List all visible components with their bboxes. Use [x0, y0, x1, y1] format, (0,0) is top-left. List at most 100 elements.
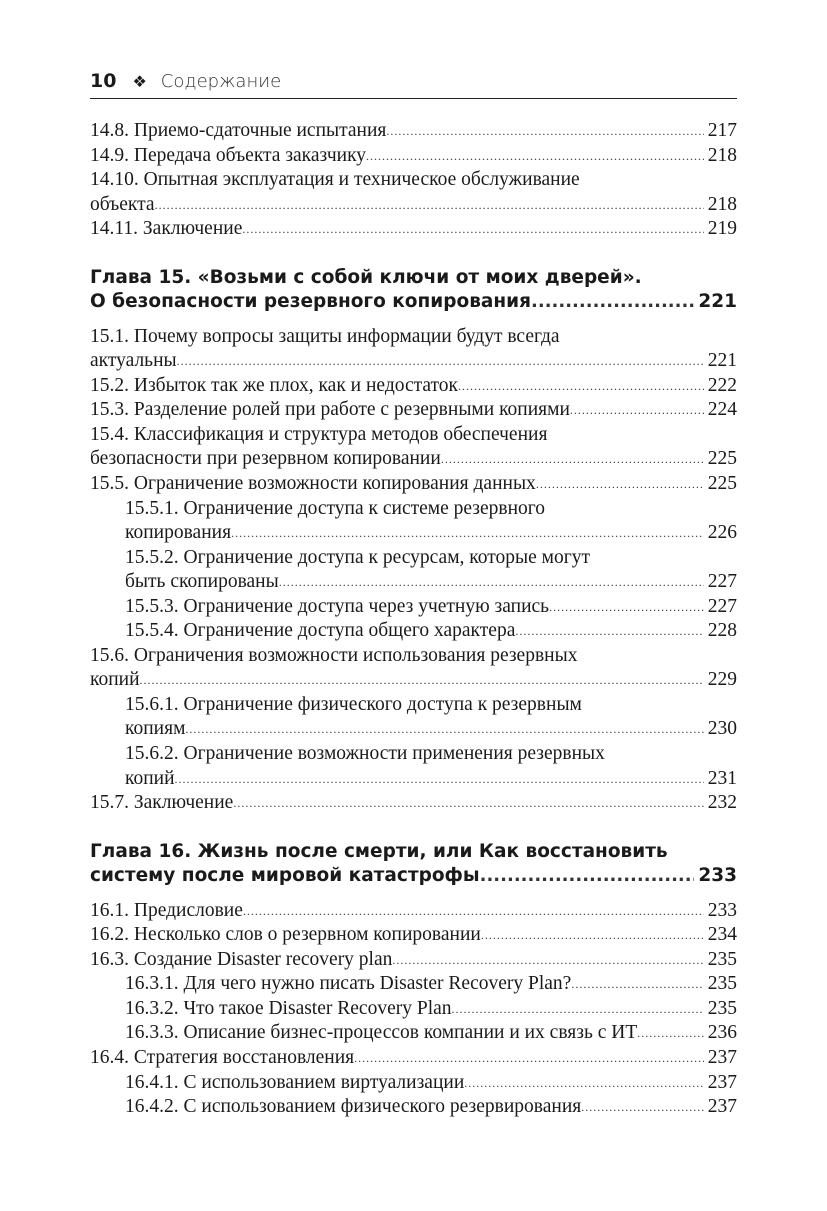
entry-leader-line: копий 231 — [90, 767, 737, 792]
dot-leader — [175, 767, 704, 792]
dot-leader — [481, 923, 704, 948]
dot-leader — [242, 217, 703, 242]
entry-leader-line: 15.5.4. Ограничение доступа общего харак… — [90, 619, 737, 644]
dot-leader — [392, 948, 703, 973]
toc-entry[interactable]: 16.3.3. Описание бизнес-процессов компан… — [90, 1021, 737, 1046]
entry-leader-line: копирования 226 — [90, 521, 737, 546]
entry-page-number: 235 — [707, 973, 737, 995]
toc-entry[interactable]: 15.5.2. Ограничение доступа к ресурсам, … — [90, 546, 737, 595]
entry-leader-line: копиям 230 — [90, 717, 737, 742]
entry-title-line: 15.5.1. Ограничение доступа к системе ре… — [125, 497, 546, 519]
toc-entry[interactable]: 15.3. Разделение ролей при работе с резе… — [90, 398, 737, 423]
entry-title: копирования — [125, 522, 232, 544]
toc-entry[interactable]: 16.3.1. Для чего нужно писать Disaster R… — [90, 972, 737, 997]
toc-entry[interactable]: 16.4.1. С использованием виртуализации 23… — [90, 1071, 737, 1096]
dot-leader — [464, 1071, 703, 1096]
entry-page-number: 228 — [707, 620, 737, 642]
table-of-contents: 14.8. Приемо-сдаточные испытания 217 14.9.… — [90, 119, 737, 1120]
dot-leader — [354, 1046, 704, 1071]
toc-entry[interactable]: 15.6.2. Ограничение возможности применен… — [90, 742, 737, 791]
entry-page-number: 227 — [707, 571, 737, 593]
entry-page-number: 227 — [707, 595, 737, 617]
entry-page-number: 221 — [707, 350, 737, 372]
entry-page-number: 230 — [707, 718, 737, 740]
entry-leader-line: 14.11. Заключение 219 — [90, 217, 737, 242]
toc-entry[interactable]: 15.5.4. Ограничение доступа общего харак… — [90, 619, 737, 644]
entry-page-number: 233 — [707, 899, 737, 921]
entry-leader-line: быть скопированы 227 — [90, 570, 737, 595]
entry-title: О безопасности резервного копирования — [90, 291, 532, 313]
entry-title-line: 15.1. Почему вопросы защиты информации б… — [90, 325, 560, 347]
entry-page-number: 224 — [707, 399, 737, 421]
toc-entry[interactable]: 15.2. Избыток так же плох, как и недоста… — [90, 374, 737, 399]
toc-entry[interactable]: 15.1. Почему вопросы защиты информации б… — [90, 325, 737, 374]
book-page: 10 ❖ Содержание 14.8. Приемо-сдаточные и… — [90, 70, 737, 1120]
toc-entry[interactable]: 15.5.3. Ограничение доступа через учетну… — [90, 595, 737, 620]
toc-entry[interactable]: 15.7. Заключение 232 — [90, 791, 737, 816]
toc-entry[interactable]: 15.5. Ограничение возможности копировани… — [90, 472, 737, 497]
entry-title: 16.3. Создание Disaster recovery plan — [90, 948, 393, 970]
toc-entry[interactable]: 16.3. Создание Disaster recovery plan 235 — [90, 948, 737, 973]
entry-title: систему после мировой катастрофы — [90, 865, 480, 887]
dot-leader — [571, 972, 703, 997]
toc-entry[interactable]: 15.6. Ограничения возможности использова… — [90, 644, 737, 693]
toc-entry[interactable]: 16.3.2. Что такое Disaster Recovery Plan… — [90, 997, 737, 1022]
entry-title-line: 15.4. Классификация и структура методов … — [90, 423, 548, 445]
toc-entry[interactable]: 14.9. Передача объекта заказчику 218 — [90, 144, 737, 169]
chapter-heading: Глава 15. «Возьми с собой ключи от моих … — [90, 266, 737, 315]
entry-title: копий — [90, 669, 140, 691]
dot-leader — [233, 791, 703, 816]
entry-leader-line: 15.5. Ограничение возможности копировани… — [90, 472, 737, 497]
toc-entry[interactable]: 14.8. Приемо-сдаточные испытания 217 — [90, 119, 737, 144]
entry-title-line: Глава 16. Жизнь после смерти, или Как во… — [90, 840, 668, 862]
toc-entry[interactable]: 16.2. Несколько слов о резервном копиров… — [90, 923, 737, 948]
toc-entry[interactable]: 15.5.1. Ограничение доступа к системе ре… — [90, 497, 737, 546]
entry-title: 14.9. Передача объекта заказчику — [90, 144, 367, 166]
toc-entry[interactable]: 15.4. Классификация и структура методов … — [90, 423, 737, 472]
entry-page-number: 234 — [707, 924, 737, 946]
dot-leader — [531, 290, 694, 315]
toc-entry[interactable]: 16.4.2. С использованием физического рез… — [90, 1095, 737, 1120]
dot-leader — [452, 997, 704, 1022]
entry-title-line: 15.5.2. Ограничение доступа к ресурсам, … — [125, 546, 591, 568]
running-header: 10 ❖ Содержание — [90, 70, 737, 99]
ornament-icon: ❖ — [132, 72, 147, 91]
entry-page-number: 221 — [698, 291, 737, 313]
entry-leader-line: 16.2. Несколько слов о резервном копиров… — [90, 923, 737, 948]
entry-title: 15.5.4. Ограничение доступа общего харак… — [125, 620, 516, 642]
entry-leader-line: систему после мировой катастрофы 233 — [90, 864, 737, 889]
entry-page-number: 233 — [698, 865, 737, 887]
entry-page-number: 232 — [707, 792, 737, 814]
entry-leader-line: 16.3.2. Что такое Disaster Recovery Plan… — [90, 997, 737, 1022]
entry-title-line: 15.6.1. Ограничение физического доступа … — [125, 693, 582, 715]
dot-leader — [231, 521, 704, 546]
entry-title: объекта — [90, 193, 155, 215]
toc-entry[interactable]: 14.11. Заключение 219 — [90, 217, 737, 242]
entry-title: 16.4.2. С использованием физического рез… — [125, 1096, 582, 1118]
entry-page-number: 218 — [707, 193, 737, 215]
dot-leader — [386, 119, 703, 144]
toc-entry[interactable]: 14.10. Опытная эксплуатация и техническо… — [90, 168, 737, 217]
entry-leader-line: О безопасности резервного копирования 221 — [90, 290, 737, 315]
toc-entry[interactable]: 16.1. Предисловие 233 — [90, 899, 737, 924]
toc-entry[interactable]: 15.6.1. Ограничение физического доступа … — [90, 693, 737, 742]
entry-title: быть скопированы — [125, 571, 279, 593]
entry-page-number: 236 — [707, 1022, 737, 1044]
toc-entry[interactable]: 16.4. Стратегия восстановления 237 — [90, 1046, 737, 1071]
dot-leader — [177, 349, 704, 374]
entry-leader-line: безопасности при резервном копировании 22… — [90, 447, 737, 472]
entry-title: актуальны — [90, 350, 177, 372]
entry-title: 16.1. Предисловие — [90, 899, 243, 921]
entry-page-number: 225 — [707, 448, 737, 470]
dot-leader — [185, 717, 703, 742]
entry-page-number: 229 — [707, 669, 737, 691]
dot-leader — [549, 595, 704, 620]
entry-title: 16.4.1. С использованием виртуализации — [125, 1071, 465, 1093]
entry-title-line: 15.6.2. Ограничение возможности применен… — [125, 743, 605, 765]
entry-leader-line: 15.5.3. Ограничение доступа через учетну… — [90, 595, 737, 620]
dot-leader — [581, 1095, 704, 1120]
dot-leader — [366, 144, 704, 169]
chapter-heading: Глава 16. Жизнь после смерти, или Как во… — [90, 840, 737, 889]
entry-title: 16.4. Стратегия восстановления — [90, 1046, 355, 1068]
entry-title: 14.11. Заключение — [90, 218, 243, 240]
